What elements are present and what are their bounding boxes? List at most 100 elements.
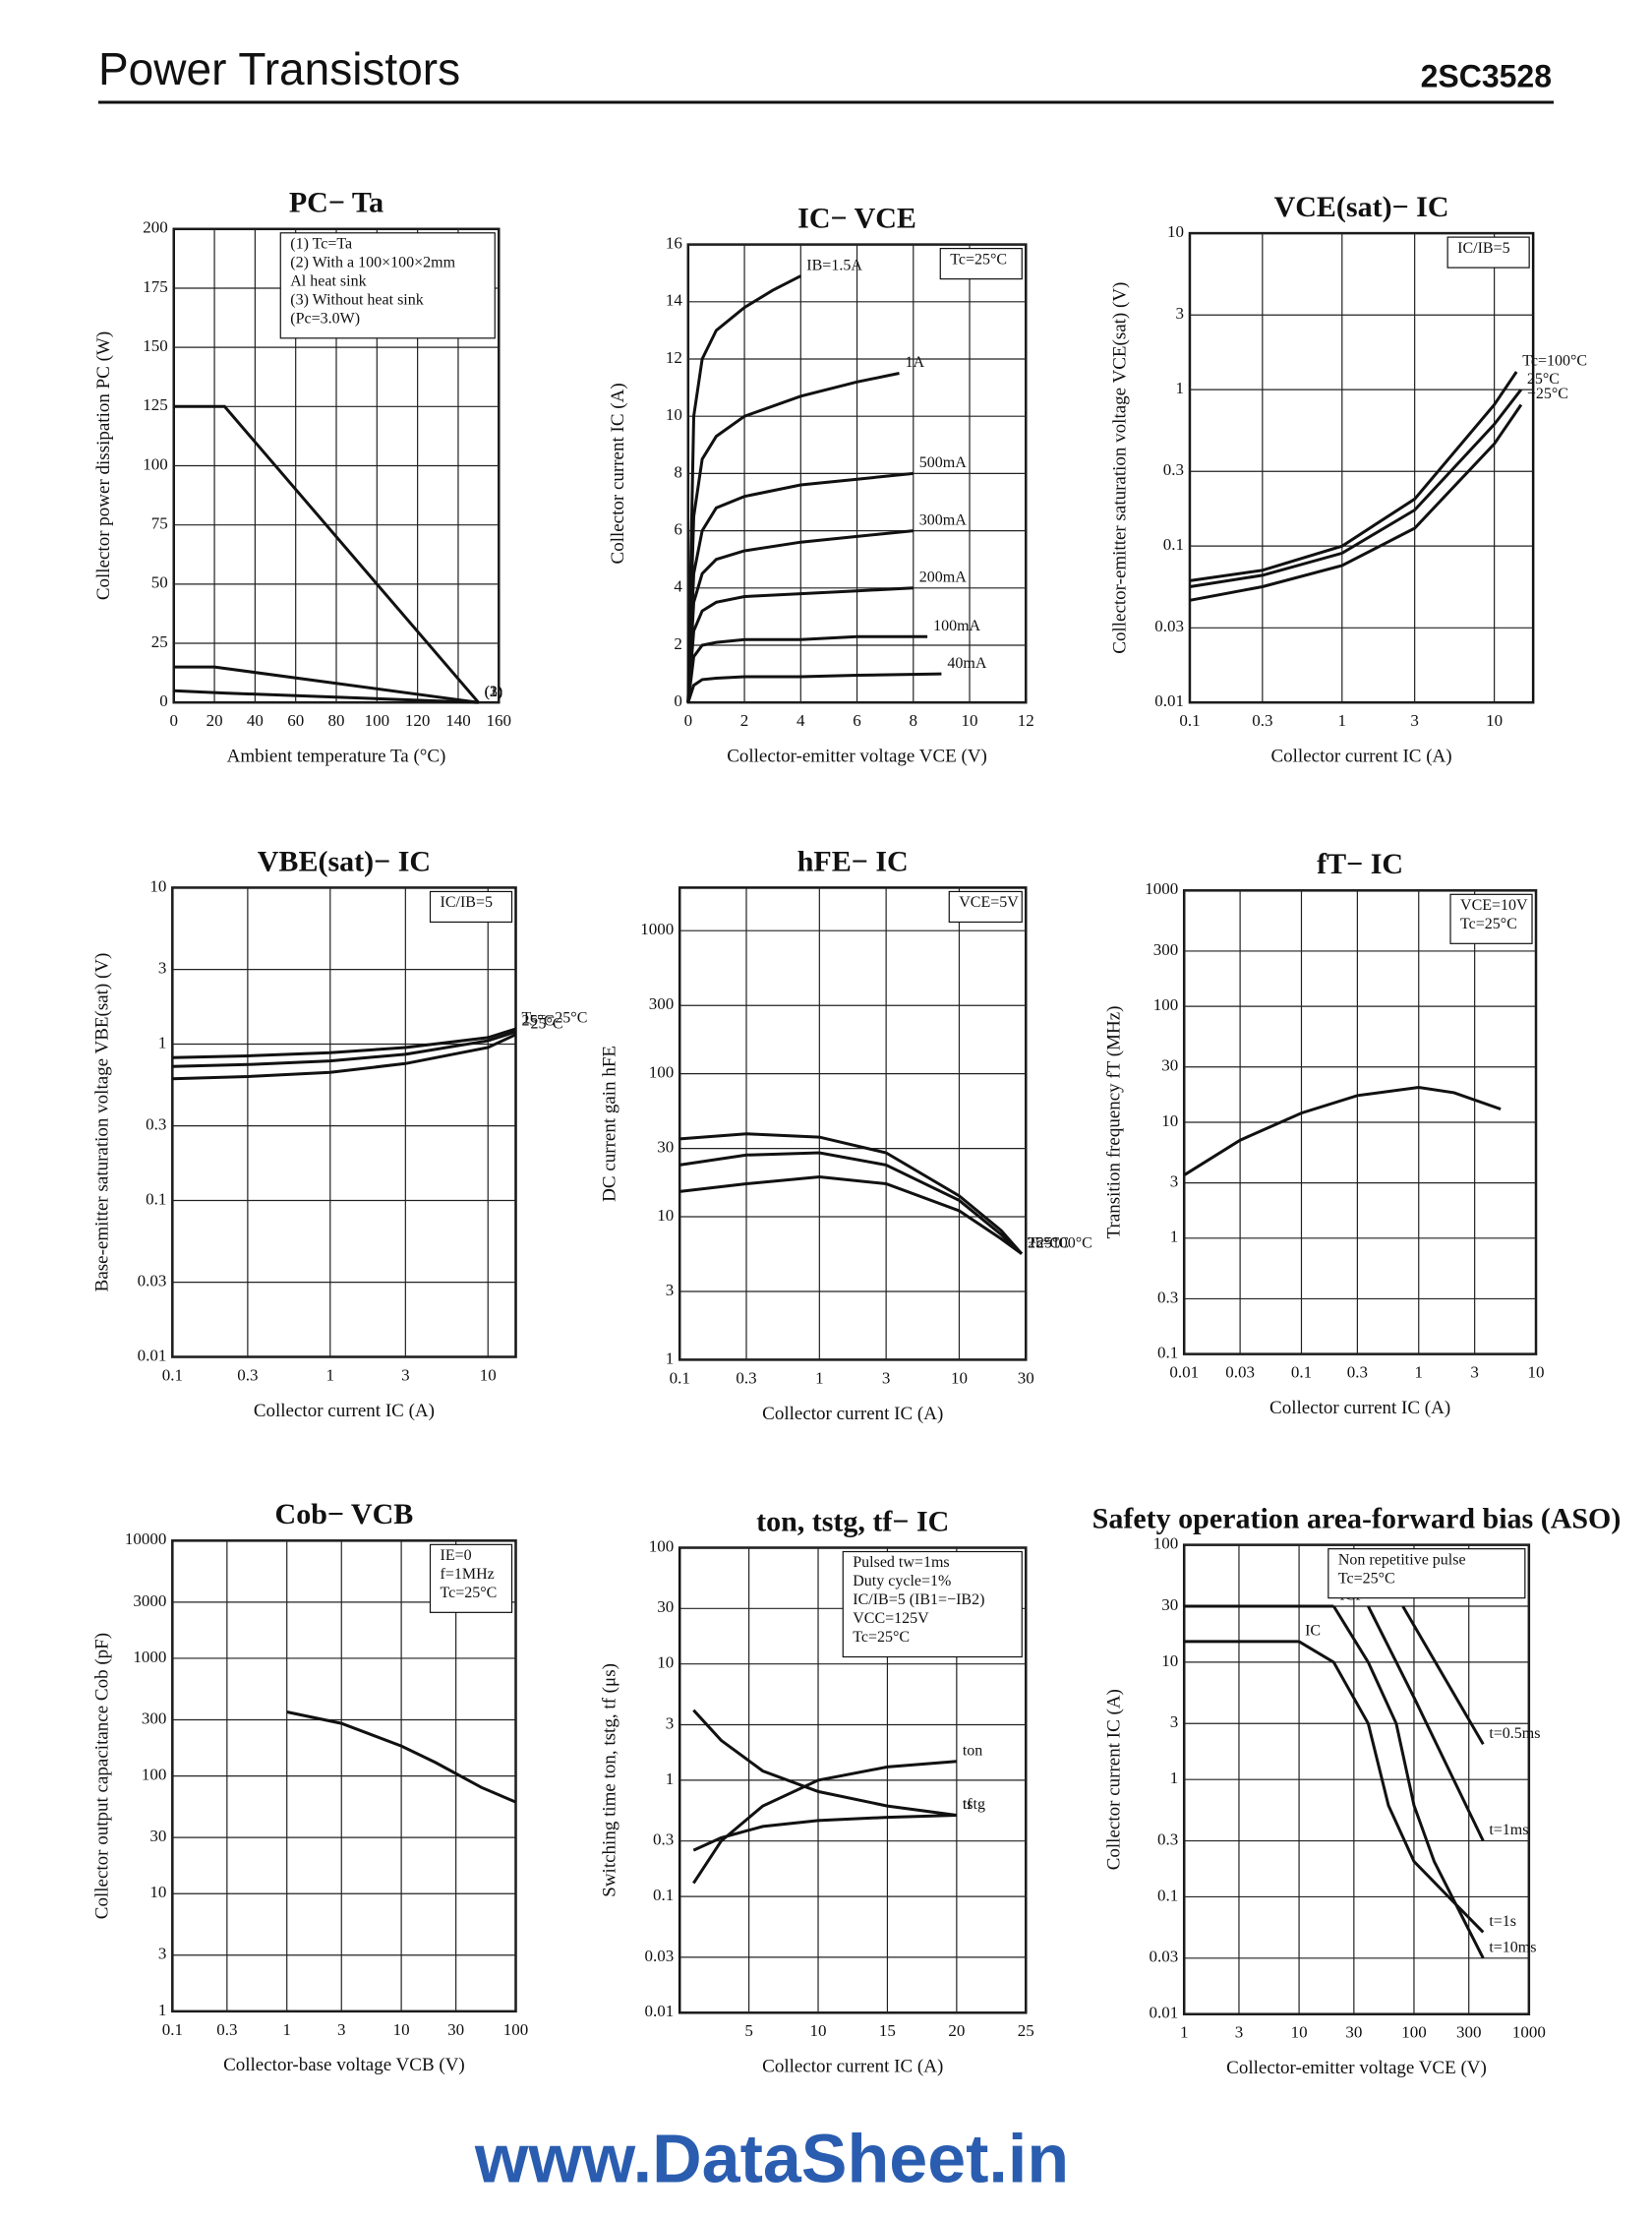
series-label: (2) — [485, 684, 503, 700]
y-tick-label: 6 — [674, 519, 682, 538]
series-line — [1298, 1640, 1485, 1934]
annotation: IC/IB=5 — [1457, 240, 1509, 257]
series-label: Tc=100°C — [1028, 1234, 1092, 1251]
annotation-box — [429, 890, 513, 924]
series-label: 300mA — [919, 511, 967, 528]
series-line — [173, 404, 480, 704]
annotation: (Pc=3.0W) — [290, 310, 360, 327]
y-tick-label: 2 — [674, 634, 682, 653]
annotation: Tc=25°C — [1460, 916, 1517, 932]
x-tick-label: 3 — [1470, 1363, 1479, 1382]
y-tick-label: 30 — [1161, 1056, 1178, 1075]
chart-title: fT− IC — [1317, 848, 1403, 880]
x-tick-label: 3 — [401, 1365, 410, 1384]
chart: IC− VCE 0 2 4 6 8 10 12 0 2 4 6 8 10 12 14 16 Collector-e… — [608, 202, 1034, 766]
part-number: 2SC3528 — [1421, 58, 1552, 93]
chart: Safety operation area-forward bias (ASO)… — [1092, 1503, 1622, 2079]
x-tick-label: 10 — [1486, 711, 1503, 730]
series-label: IB=1.5A — [806, 257, 862, 273]
y-tick-label: 10 — [1167, 222, 1184, 241]
y-tick-label: 16 — [666, 234, 682, 253]
y-tick-label: 1 — [1170, 1228, 1179, 1246]
series-line — [678, 1151, 1024, 1255]
series-label: 40mA — [947, 655, 986, 672]
y-tick-label: 75 — [151, 514, 168, 533]
y-tick-label: 30 — [149, 1827, 166, 1845]
annotation: VCE=10V — [1460, 897, 1528, 914]
series-label: 25°C — [1527, 371, 1560, 388]
y-tick-label: 100 — [143, 454, 168, 473]
y-tick-label: 0.03 — [1154, 617, 1184, 635]
y-tick-label: 0 — [159, 691, 168, 710]
series-line — [172, 1027, 516, 1059]
annotation-box — [1328, 1548, 1526, 1599]
y-tick-label: 4 — [674, 577, 682, 596]
y-axis-label: Collector output capacitance Cob (pF) — [92, 1633, 113, 1919]
y-tick-label: 0.3 — [1157, 1288, 1178, 1306]
series-label: 200mA — [919, 569, 967, 585]
annotation-box — [429, 1543, 513, 1613]
series-label: −25°C — [1527, 386, 1568, 402]
x-axis-label: Collector current IC (A) — [762, 2057, 943, 2077]
y-tick-label: 14 — [666, 291, 683, 310]
plot-frame — [1188, 231, 1535, 704]
x-tick-label: 20 — [948, 2021, 965, 2040]
x-tick-label: 3 — [337, 2020, 346, 2039]
y-tick-label: 0.1 — [653, 1886, 674, 1904]
x-axis-label: Collector current IC (A) — [1269, 1398, 1450, 1418]
x-tick-label: 1000 — [1512, 2023, 1546, 2042]
x-tick-label: 20 — [206, 711, 223, 730]
series-label: IC — [1305, 1623, 1321, 1640]
y-tick-label: 300 — [1153, 940, 1179, 959]
annotation: (3) Without heat sink — [290, 291, 423, 308]
annotation: (2) With a 100×100×2mm — [290, 254, 455, 270]
x-tick-label: 2 — [740, 711, 749, 730]
x-tick-label: 160 — [487, 711, 512, 730]
y-tick-label: 1 — [666, 1349, 675, 1367]
y-tick-label: 10 — [1161, 1651, 1178, 1670]
x-axis-label: Collector current IC (A) — [254, 1401, 435, 1421]
y-tick-label: 30 — [657, 1597, 674, 1616]
annotation: IC/IB=5 — [441, 894, 493, 911]
x-tick-label: 1 — [815, 1368, 824, 1387]
chart: hFE− IC 0.1 0.3 1 3 10 30 1 3 10 30 100 300 1000 Colle… — [600, 845, 1092, 1423]
series-line — [686, 586, 914, 703]
series-label: Tc=−25°C — [522, 1010, 588, 1027]
annotation-box — [948, 890, 1023, 924]
annotation: Duty cycle=1% — [853, 1573, 951, 1589]
series-line — [1189, 371, 1518, 582]
x-tick-label: 10 — [951, 1368, 968, 1387]
chart-title: Safety operation area-forward bias (ASO) — [1092, 1503, 1622, 1535]
chart-title: Cob− VCB — [275, 1498, 414, 1530]
y-tick-label: 300 — [142, 1709, 167, 1727]
y-tick-label: 1 — [1170, 1769, 1179, 1787]
chart-title: IC− VCE — [797, 202, 916, 234]
x-tick-label: 0.1 — [1179, 711, 1200, 730]
y-axis-label: Collector-emitter saturation voltage VCE… — [1109, 282, 1130, 654]
x-tick-label: 10 — [1528, 1363, 1545, 1382]
annotation: Tc=25°C — [1338, 1570, 1395, 1587]
series-label: 1A — [905, 354, 924, 371]
x-tick-label: 3 — [882, 1368, 891, 1387]
series-line — [173, 665, 479, 704]
x-tick-label: 0.1 — [670, 1368, 690, 1387]
x-tick-label: 0.3 — [1252, 711, 1272, 730]
series-label: t=1ms — [1489, 1822, 1528, 1838]
series-line — [679, 1132, 1024, 1255]
y-tick-label: 0.3 — [1157, 1829, 1178, 1848]
series-label: t=1s — [1489, 1913, 1516, 1930]
x-tick-label: 0.3 — [736, 1368, 756, 1387]
y-tick-label: 0.1 — [1163, 535, 1184, 554]
y-tick-label: 100 — [1153, 1534, 1179, 1553]
x-tick-label: 6 — [853, 711, 861, 730]
x-tick-label: 10 — [393, 2020, 410, 2039]
plot-frame — [678, 886, 1028, 1361]
x-tick-label: 100 — [1401, 2023, 1427, 2042]
x-tick-label: 0.1 — [1291, 1363, 1312, 1382]
footer-watermark: www.DataSheet.in — [474, 2120, 1069, 2196]
x-tick-label: 60 — [287, 711, 304, 730]
x-tick-label: 3 — [1235, 2023, 1244, 2042]
x-tick-label: 0 — [170, 711, 179, 730]
x-tick-label: 5 — [744, 2021, 753, 2040]
y-tick-label: 300 — [649, 994, 675, 1013]
